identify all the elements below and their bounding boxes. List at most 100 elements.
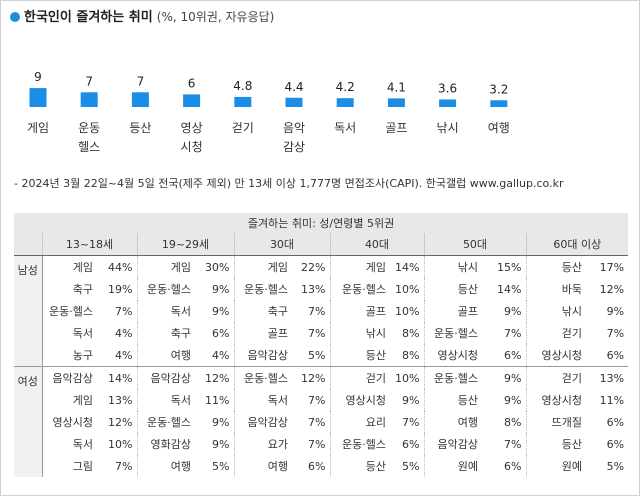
hobby-percent: 7% <box>606 326 625 340</box>
hobby-percent: 12% <box>195 366 234 389</box>
hobby-name: 축구 <box>136 322 195 344</box>
hobby-name: 축구 <box>233 300 292 322</box>
hobby-name: 게임 <box>136 255 195 278</box>
hobby-percent: 7% <box>402 415 420 429</box>
category-label-2: 등산 <box>129 121 151 135</box>
hobby-percent: 12% <box>292 366 330 389</box>
hobby-name: 등산 <box>525 433 586 455</box>
hobby-name: 여행 <box>136 344 195 367</box>
hobby-percent: 17% <box>599 260 625 274</box>
hobby-percent: 7% <box>308 437 326 451</box>
hobby-name: 운동·헬스 <box>423 366 482 389</box>
hobby-percent: 10% <box>395 304 420 318</box>
hobby-name: 등산 <box>329 344 390 367</box>
hobby-percent: 6% <box>606 437 625 451</box>
hobby-name: 음악감상 <box>42 366 97 389</box>
hobby-name: 축구 <box>72 283 93 296</box>
value-label-2: 7 <box>137 74 145 88</box>
hobby-percent: 13% <box>108 393 133 407</box>
hobby-name: 게임 <box>72 261 93 274</box>
hobby-name: 영화감상 <box>136 433 195 455</box>
hobby-percent: 6% <box>606 415 625 429</box>
table-row: 운동·헬스 7% 독서 9% 축구 7% 골프 10% 골프 9% 낚시 9% <box>14 300 628 322</box>
value-label-4: 4.8 <box>233 79 252 93</box>
value-label-0: 9 <box>34 70 42 84</box>
hobby-name: 영상시청 <box>525 389 586 411</box>
hobby-percent: 13% <box>301 282 326 296</box>
hobby-percent: 9% <box>212 437 230 451</box>
hobby-name: 등산 <box>423 389 482 411</box>
hobby-percent: 30% <box>205 260 230 274</box>
hobby-name: 영상시청 <box>525 344 586 367</box>
hobby-name: 게임 <box>233 255 292 278</box>
hobby-name: 운동·헬스 <box>329 433 390 455</box>
category-label-3: 영상 시청 <box>181 121 203 154</box>
sex-label-female: 여성 <box>14 366 43 477</box>
table-row: 게임 13% 독서 11% 독서 7% 영상시청 9% 등산 9% 영상시청 11% <box>14 389 628 411</box>
hobby-name: 운동·헬스 <box>49 305 93 318</box>
value-label-1: 7 <box>85 74 93 88</box>
hobby-percent: 44% <box>108 260 133 274</box>
hobby-name: 골프 <box>329 300 390 322</box>
hobby-name: 그림 <box>72 460 93 473</box>
table-row: 남성 게임 44% 게임 30% 게임 22% 게임 14% 낚시 15% 등산 17% <box>14 255 628 367</box>
hobby-name: 독서 <box>72 327 93 340</box>
table-row: 축구 19% 운동·헬스 9% 운동·헬스 13% 운동·헬스 10% 등산 14% 바둑 12% <box>14 278 628 300</box>
hobby-name: 여행 <box>423 411 482 433</box>
hobby-percent: 7% <box>115 304 133 318</box>
bullet-dot-icon <box>10 12 20 22</box>
hobby-name: 요가 <box>233 433 292 455</box>
hobby-name: 음악감상 <box>233 344 292 367</box>
age-group-header-1: 19~29세 <box>136 233 234 256</box>
hobby-percent: 19% <box>108 282 133 296</box>
hobby-name: 원예 <box>525 455 586 477</box>
hobby-name: 영상시청 <box>52 416 93 429</box>
hobby-percent: 7% <box>308 304 326 318</box>
hobby-percent: 11% <box>205 393 230 407</box>
hobby-name: 낚시 <box>525 300 586 322</box>
bar-4 <box>234 96 252 107</box>
hobby-percent: 9% <box>504 393 522 407</box>
hobby-percent: 14% <box>97 366 137 389</box>
age-group-header-2: 30대 <box>233 233 330 256</box>
hobby-name: 원예 <box>423 455 482 477</box>
bar-2 <box>131 92 149 107</box>
hobby-percent: 6% <box>504 459 522 473</box>
bar-1 <box>80 92 98 107</box>
sex-label-male: 남성 <box>14 255 43 367</box>
bar-9 <box>490 100 508 107</box>
hobby-percent: 9% <box>482 366 526 389</box>
title-main: 한국인이 즐겨하는 취미 <box>24 10 153 25</box>
bar-0 <box>29 88 47 107</box>
hobby-percent: 7% <box>504 326 522 340</box>
table-row: 그림 7% 여행 5% 여행 6% 등산 5% 원예 6% 원예 5% <box>14 455 628 477</box>
hobby-name: 운동·헬스 <box>233 366 292 389</box>
survey-note: - 2024년 3월 22일~4월 5일 전국(제주 제외) 만 13세 이상 … <box>14 177 564 190</box>
hobby-name: 요리 <box>329 411 390 433</box>
hobby-percent: 12% <box>599 282 625 296</box>
bar-5 <box>285 97 303 107</box>
hobby-percent: 7% <box>308 393 326 407</box>
hobby-percent: 10% <box>395 282 420 296</box>
hobby-name: 등산 <box>423 278 482 300</box>
hobby-name: 낚시 <box>329 322 390 344</box>
table-row: 영상시청 12% 운동·헬스 9% 음악감상 7% 요리 7% 여행 8% 뜨개질 6% <box>14 411 628 433</box>
hobby-name: 운동·헬스 <box>136 278 195 300</box>
chart-title: 한국인이 즐겨하는 취미 (%, 10위권, 자유응답) <box>10 6 274 25</box>
hobby-percent: 7% <box>308 415 326 429</box>
hobby-rank-table: 즐겨하는 취미: 성/연령별 5위권 13~18세 19~29세 30대 40대 50대… <box>14 213 629 477</box>
hobby-name: 음악감상 <box>136 366 195 389</box>
hobby-name: 등산 <box>525 255 586 278</box>
hobby-percent: 6% <box>606 348 625 362</box>
age-group-header-3: 40대 <box>329 233 424 256</box>
hobby-percent: 9% <box>606 304 625 318</box>
table-corner <box>14 233 42 256</box>
hobby-name: 독서 <box>136 300 195 322</box>
hobby-percent: 15% <box>497 260 522 274</box>
hobby-percent: 9% <box>504 304 522 318</box>
hobby-percent: 4% <box>115 348 133 362</box>
hobby-name: 운동·헬스 <box>136 411 195 433</box>
hobby-name: 낚시 <box>423 255 482 278</box>
hobby-name: 음악감상 <box>233 411 292 433</box>
hobby-percent: 8% <box>402 326 420 340</box>
